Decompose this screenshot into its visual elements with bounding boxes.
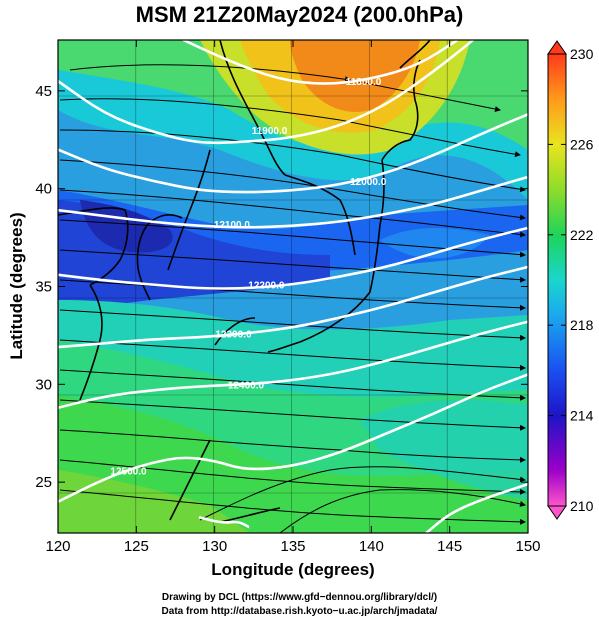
credit-drawing: Drawing by DCL (https://www.gfd−dennou.o… [161,592,438,603]
x-axis-title: Longitude (degrees) [211,560,374,579]
y-tick-label: 40 [35,181,52,198]
height-contour [58,175,528,229]
x-tick-label: 140 [359,538,384,555]
x-tick-label: 150 [515,538,540,555]
colorbar-tick-label: 210 [570,498,594,514]
credits: Drawing by DCL (https://www.gfd−dennou.o… [0,591,599,619]
height-contour [58,113,528,194]
height-contours [58,40,528,533]
x-tick-label: 145 [437,538,462,555]
contour-label: 11800.0 [346,77,382,88]
contour-label: 12100.0 [214,220,251,231]
colorbar-gradient [547,53,567,507]
height-contour [198,516,250,529]
colorbar-top-triangle [547,40,567,55]
colorbar-tick-label: 226 [570,136,594,152]
colorbar-tick-label: 230 [570,46,594,62]
contour-label: 12000.0 [350,177,387,188]
contour-label: 11900.0 [252,126,288,137]
colorbar-tick-label: 222 [570,227,594,243]
y-tick-label: 25 [35,474,52,491]
height-contour [58,226,528,290]
y-axis-title: Latitude (degrees) [7,212,26,359]
x-tick-label: 135 [280,538,305,555]
credit-data: Data from http://database.rish.kyoto−u.a… [161,606,438,617]
height-contour [58,40,475,145]
height-contour [58,373,528,503]
x-tick-label: 120 [45,538,70,555]
height-contour [58,320,528,410]
y-axis: 25 30 35 40 45 [35,83,528,491]
x-tick-label: 130 [202,538,227,555]
chart-title: MSM 21Z20May2024 (200.0hPa) [135,2,464,27]
y-tick-label: 35 [35,279,52,296]
contour-label: 12300.0 [215,329,252,340]
x-tick-label: 125 [124,538,149,555]
height-contour [182,40,459,85]
colorbar-tick-label: 214 [570,408,594,424]
x-axis: 120 125 130 135 140 145 150 [45,40,541,555]
contour-labels: 11800.0 11900.0 12000.0 12100.0 12200.0 12300… [110,77,386,477]
y-tick-label: 45 [35,83,52,100]
contour-label: 12200.0 [248,281,285,292]
contour-label: 12400.0 [228,380,265,391]
height-contour [58,265,528,349]
colorbar: 210 214 218 222 226 230 [547,40,594,520]
colorbar-tick-label: 218 [570,317,594,333]
height-contour [425,482,528,533]
colorbar-bottom-triangle [547,505,567,520]
y-tick-label: 30 [35,376,52,393]
contour-label: 12500.0 [110,466,147,477]
